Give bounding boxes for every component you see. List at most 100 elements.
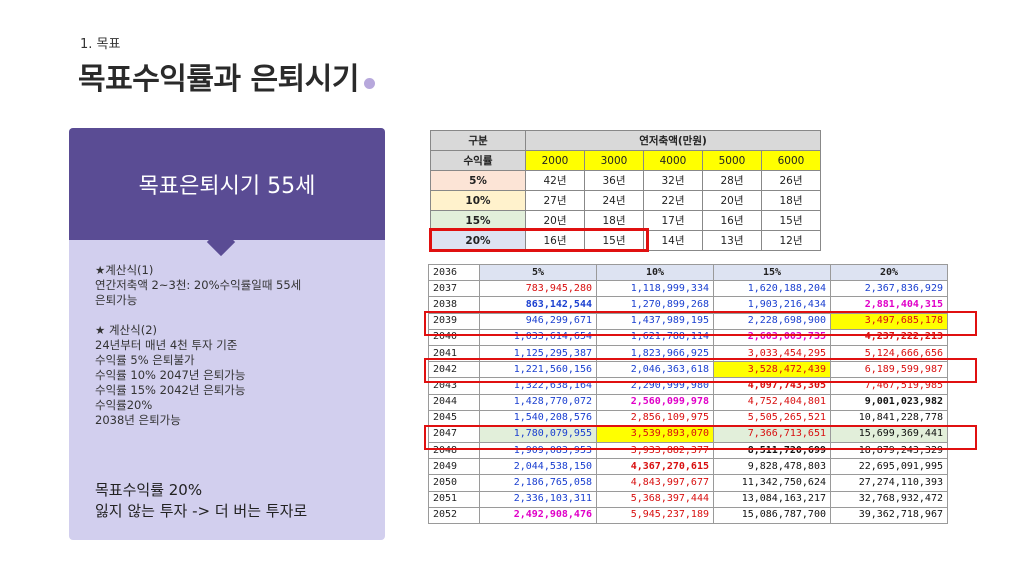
years-cell: 16년 (702, 210, 762, 231)
value-cell: 4,752,404,801 (713, 393, 831, 411)
conclusion-line-2: 잃지 않는 투자 -> 더 버는 투자로 (95, 502, 308, 520)
value-cell: 9,828,478,803 (713, 458, 831, 476)
col-header: 20% (830, 263, 948, 282)
rate-label: 20% (430, 230, 526, 251)
goal-card-conclusion: 목표수익률 20% 잃지 않는 투자 -> 더 버는 투자로 (95, 480, 385, 522)
table-row: 2044 1,428,770,072 2,560,099,978 4,752,4… (428, 393, 948, 411)
year-cell: 2044 (428, 393, 480, 411)
value-cell: 1,118,999,334 (596, 280, 714, 298)
value-cell: 4,843,997,677 (596, 474, 714, 492)
header-annual-savings: 연저축액(만원) (525, 130, 821, 151)
value-cell: 2,044,538,150 (479, 458, 597, 476)
body-line: 은퇴가능 (95, 293, 138, 307)
highlight-outline-2047 (424, 425, 977, 450)
table-row: 2051 2,336,103,311 5,368,397,444 13,084,… (428, 490, 948, 508)
amount-cell: 4000 (643, 150, 703, 171)
table-row: 2052 2,492,908,476 5,945,237,189 15,086,… (428, 506, 948, 525)
goal-card-body: ★계산식(1) 연간저축액 2~3천: 20%수익률일때 55세 은퇴가능 ★ … (95, 263, 375, 428)
year-cell: 2039 (428, 312, 480, 330)
year-cell: 2045 (428, 409, 480, 427)
rate-label: 15% (430, 210, 526, 231)
years-cell: 42년 (525, 170, 585, 191)
body-line: 수익률 10% 2047년 은퇴가능 (95, 368, 246, 382)
year-cell: 2036 (428, 263, 480, 282)
year-cell: 2041 (428, 344, 480, 363)
table-row: 2047 1,780,079,955 3,539,893,070 7,366,7… (428, 425, 948, 444)
highlight-outline-20pct (429, 228, 649, 252)
col-header: 5% (479, 263, 597, 282)
rate-label: 5% (430, 170, 526, 191)
value-cell: 39,362,718,967 (830, 506, 948, 525)
value-cell: 2,856,109,975 (596, 409, 714, 427)
table-row: 10% 27년 24년 22년 20년 18년 (430, 190, 821, 211)
amount-cell: 5000 (702, 150, 762, 171)
value-cell: 2,492,908,476 (479, 506, 597, 525)
years-cell: 36년 (584, 170, 644, 191)
table-row: 2041 1,125,295,387 1,823,966,925 3,033,4… (428, 344, 948, 363)
table-row: 15% 20년 18년 17년 16년 15년 (430, 210, 821, 231)
page-title: 목표수익률과 은퇴시기 (78, 54, 375, 98)
years-cell: 22년 (643, 190, 703, 211)
years-cell: 18년 (761, 190, 821, 211)
table-row: 2037 783,945,280 1,118,999,334 1,620,188… (428, 280, 948, 298)
value-cell: 10,841,228,778 (830, 409, 948, 427)
value-cell-highlighted: 3,497,685,178 (830, 312, 948, 330)
value-cell: 2,336,103,311 (479, 490, 597, 508)
col-header: 10% (596, 263, 714, 282)
value-cell: 2,367,836,929 (830, 280, 948, 298)
year-cell: 2037 (428, 280, 480, 298)
years-cell: 20년 (702, 190, 762, 211)
years-cell: 13년 (702, 230, 762, 251)
value-cell: 5,505,265,521 (713, 409, 831, 427)
value-cell: 13,084,163,217 (713, 490, 831, 508)
amount-cell: 2000 (525, 150, 585, 171)
col-header: 15% (713, 263, 831, 282)
section-number: 1. 목표 (80, 37, 121, 52)
goal-card-title: 목표은퇴시기 55세 (138, 174, 316, 199)
value-cell: 2,186,765,058 (479, 474, 597, 492)
body-line: 24년부터 매년 4천 투자 기준 (95, 338, 238, 352)
retirement-years-table: 구분 연저축액(만원) 수익률 2000 3000 4000 5000 6000… (430, 130, 821, 251)
years-cell: 17년 (643, 210, 703, 231)
page-title-text: 목표수익률과 은퇴시기 (78, 62, 359, 97)
year-cell: 2049 (428, 458, 480, 476)
value-cell: 7,366,713,651 (713, 425, 831, 444)
years-cell: 14년 (643, 230, 703, 251)
body-line: ★계산식(1) (95, 263, 154, 277)
body-line: ★ 계산식(2) (95, 323, 157, 337)
body-line: 연간저축액 2~3천: 20%수익률일때 55세 (95, 278, 302, 292)
body-line: 2038년 은퇴가능 (95, 413, 181, 427)
year-cell: 2052 (428, 506, 480, 525)
table-row: 2045 1,540,208,576 2,856,109,975 5,505,2… (428, 409, 948, 427)
body-line: 수익률 5% 은퇴불가 (95, 353, 195, 367)
amount-cell: 3000 (584, 150, 644, 171)
year-cell: 2050 (428, 474, 480, 492)
value-cell: 27,274,110,393 (830, 474, 948, 492)
body-line: 수익률 15% 2042년 은퇴가능 (95, 383, 246, 397)
goal-card: 목표은퇴시기 55세 ★계산식(1) 연간저축액 2~3천: 20%수익률일때 … (69, 128, 385, 540)
conclusion-line-1: 목표수익률 20% (95, 481, 203, 499)
years-cell: 15년 (761, 210, 821, 231)
value-cell: 32,768,932,472 (830, 490, 948, 508)
value-cell: 9,001,023,982 (830, 393, 948, 411)
value-cell-highlighted: 3,528,472,439 (713, 361, 831, 379)
highlight-outline-2039 (424, 311, 977, 336)
value-cell: 5,368,397,444 (596, 490, 714, 508)
header-gubun: 구분 (430, 130, 526, 151)
savings-projection-table: 2036 5% 10% 15% 20% 2037 783,945,280 1,1… (428, 263, 948, 525)
years-cell: 24년 (584, 190, 644, 211)
body-spacer (95, 308, 375, 323)
years-cell: 26년 (761, 170, 821, 191)
table-row: 2050 2,186,765,058 4,843,997,677 11,342,… (428, 474, 948, 492)
title-dot-icon (363, 78, 375, 89)
body-line: 수익률20% (95, 398, 153, 412)
year-cell: 2051 (428, 490, 480, 508)
value-cell: 11,342,750,624 (713, 474, 831, 492)
table-header-row: 2036 5% 10% 15% 20% (428, 263, 948, 282)
table-row: 20% 16년 15년 14년 13년 12년 (430, 230, 821, 251)
value-cell: 1,428,770,072 (479, 393, 597, 411)
value-cell: 4,367,270,615 (596, 458, 714, 476)
rate-label: 10% (430, 190, 526, 211)
years-cell: 32년 (643, 170, 703, 191)
value-cell: 783,945,280 (479, 280, 597, 298)
